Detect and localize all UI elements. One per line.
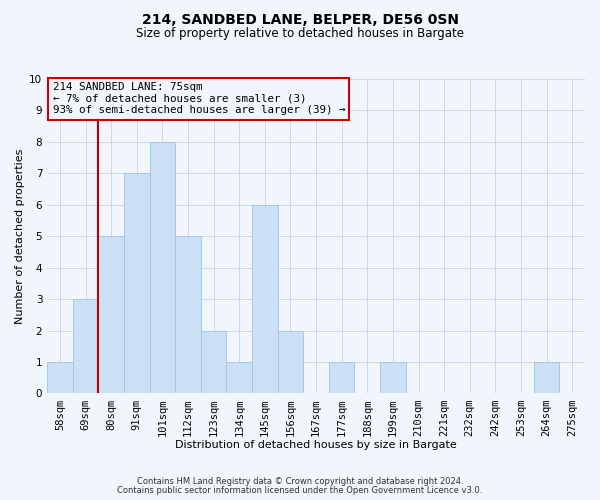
Bar: [329, 362, 355, 394]
Bar: [534, 362, 559, 394]
Text: Contains HM Land Registry data © Crown copyright and database right 2024.: Contains HM Land Registry data © Crown c…: [137, 477, 463, 486]
Text: 214, SANDBED LANE, BELPER, DE56 0SN: 214, SANDBED LANE, BELPER, DE56 0SN: [142, 12, 458, 26]
Bar: [380, 362, 406, 394]
Bar: [124, 174, 149, 394]
X-axis label: Distribution of detached houses by size in Bargate: Distribution of detached houses by size …: [175, 440, 457, 450]
Text: Size of property relative to detached houses in Bargate: Size of property relative to detached ho…: [136, 28, 464, 40]
Bar: [226, 362, 252, 394]
Bar: [252, 205, 278, 394]
Bar: [278, 330, 303, 394]
Bar: [73, 299, 98, 394]
Text: Contains public sector information licensed under the Open Government Licence v3: Contains public sector information licen…: [118, 486, 482, 495]
Bar: [175, 236, 201, 394]
Bar: [47, 362, 73, 394]
Y-axis label: Number of detached properties: Number of detached properties: [15, 148, 25, 324]
Text: 214 SANDBED LANE: 75sqm
← 7% of detached houses are smaller (3)
93% of semi-deta: 214 SANDBED LANE: 75sqm ← 7% of detached…: [53, 82, 345, 116]
Bar: [201, 330, 226, 394]
Bar: [149, 142, 175, 394]
Bar: [98, 236, 124, 394]
